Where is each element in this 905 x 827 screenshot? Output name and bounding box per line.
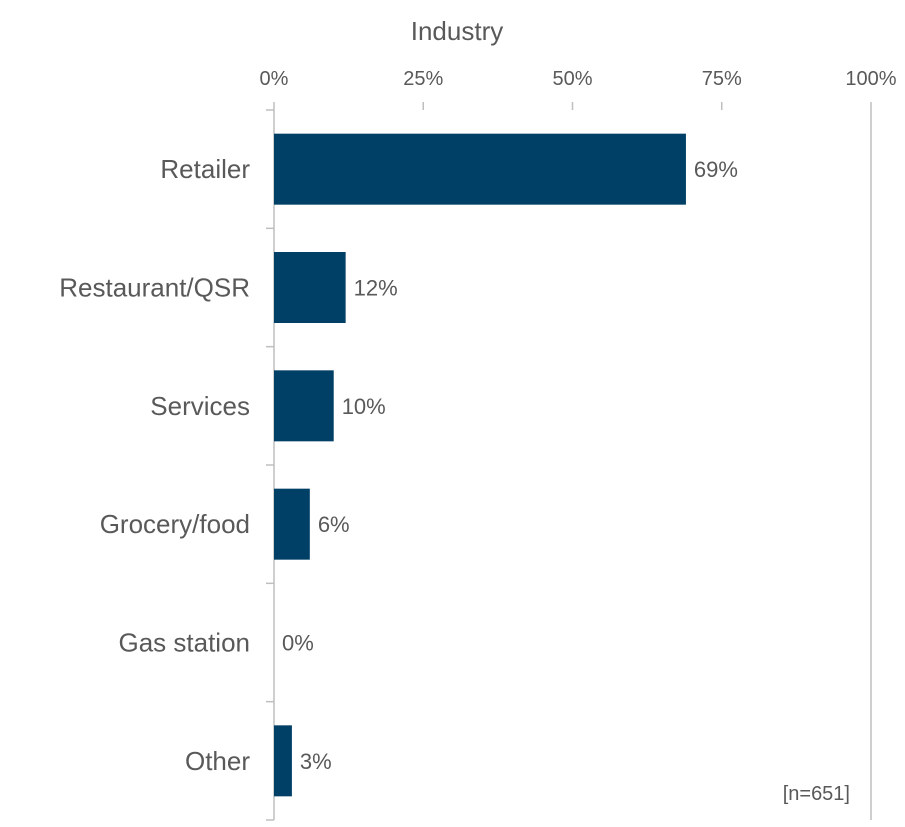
category-label: Other: [185, 746, 250, 776]
category-label: Gas station: [118, 628, 250, 658]
axis-layer: 0% 25% 50% 75% 100%: [260, 68, 897, 821]
data-label: 0%: [282, 631, 314, 656]
chart-title: Industry: [411, 16, 504, 46]
bar: [274, 725, 292, 797]
bar: [274, 133, 686, 205]
x-axis-tick-label: 0%: [260, 68, 289, 90]
x-axis-tick-label: 25%: [403, 68, 443, 90]
x-axis-tick-label: 75%: [702, 68, 742, 90]
sample-size-annotation: [n=651]: [783, 783, 850, 805]
bar-layer: [274, 133, 686, 797]
data-label: 3%: [300, 749, 332, 774]
label-layer: Retailer 69% Restaurant/QSR 12% Services 10% G…: [59, 154, 738, 776]
category-label: Services: [150, 391, 250, 421]
category-label: Restaurant/QSR: [59, 273, 250, 303]
category-label: Grocery/food: [100, 509, 250, 539]
data-label: 12%: [354, 276, 398, 301]
bar: [274, 370, 334, 442]
x-axis-tick-label: 50%: [552, 68, 592, 90]
data-label: 10%: [342, 394, 386, 419]
data-label: 69%: [694, 157, 738, 182]
bar: [274, 252, 346, 323]
category-label: Retailer: [160, 154, 250, 184]
x-axis-tick-label: 100%: [845, 68, 896, 90]
data-label: 6%: [318, 512, 350, 537]
bar: [274, 488, 310, 560]
